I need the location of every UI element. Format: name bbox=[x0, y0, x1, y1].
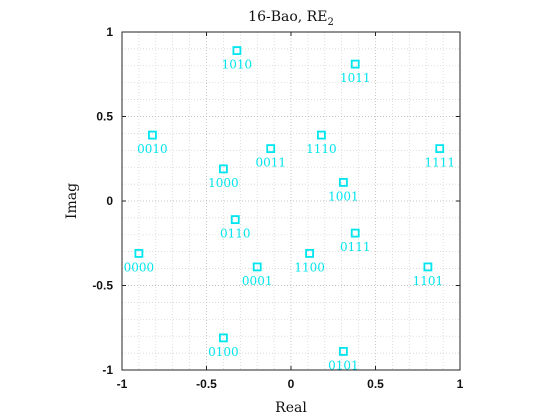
point-label: 1001 bbox=[328, 189, 359, 203]
constellation-point bbox=[218, 333, 228, 343]
y-tick-labels: -1 -0.5 0 0.5 1 bbox=[92, 25, 113, 377]
point-label: 0100 bbox=[208, 345, 239, 359]
y-tick-label: -0.5 bbox=[92, 279, 113, 293]
x-tick-labels: -1 -0.5 0 0.5 1 bbox=[117, 377, 464, 391]
y-tick-label: 0 bbox=[106, 194, 113, 208]
point-label: 0001 bbox=[242, 274, 273, 288]
constellation-point bbox=[338, 347, 348, 356]
point-label: 0011 bbox=[255, 156, 286, 170]
chart-title-subscript: 2 bbox=[327, 17, 333, 28]
x-tick-label: -1 bbox=[117, 377, 128, 391]
constellation-point bbox=[252, 262, 262, 272]
constellation-point bbox=[305, 248, 314, 258]
constellation-point bbox=[435, 144, 445, 154]
y-axis-label: Imag bbox=[64, 183, 80, 219]
chart-title-main: 16-Bao, RE bbox=[248, 9, 327, 25]
plot-area: 1010 1011 0010 1110 0011 1111 1000 1001 0110 0111… bbox=[121, 31, 461, 372]
point-label: 1110 bbox=[306, 142, 337, 156]
x-tick-label: 0.5 bbox=[367, 377, 384, 391]
constellation-point bbox=[232, 46, 242, 55]
point-label: 1111 bbox=[424, 156, 455, 170]
constellation-point bbox=[423, 262, 433, 272]
point-label: 0110 bbox=[220, 227, 251, 241]
grid bbox=[122, 32, 460, 370]
point-label: 1000 bbox=[208, 176, 239, 190]
data-points: 1010 1011 0010 1110 0011 1111 1000 1001 0110 0111… bbox=[124, 46, 455, 372]
x-axis-label: Real bbox=[275, 400, 307, 416]
y-tick-label: 1 bbox=[106, 25, 113, 39]
constellation-point bbox=[134, 248, 144, 258]
point-label: 1100 bbox=[294, 260, 325, 274]
y-tick-label: -1 bbox=[102, 363, 113, 377]
x-tick-label: 1 bbox=[457, 377, 464, 391]
ticks bbox=[121, 31, 461, 371]
constellation-point bbox=[350, 59, 360, 69]
y-tick-label: 0.5 bbox=[96, 110, 113, 124]
point-label: 0000 bbox=[124, 260, 155, 274]
point-label: 1101 bbox=[413, 274, 444, 288]
constellation-point bbox=[218, 164, 228, 174]
constellation-point bbox=[266, 144, 276, 154]
x-tick-label: 0 bbox=[288, 377, 295, 391]
constellation-point bbox=[350, 228, 360, 238]
chart-title: 16-Bao, RE2 bbox=[248, 9, 334, 28]
constellation-point bbox=[148, 130, 157, 140]
constellation-point bbox=[338, 178, 348, 187]
point-label: 1010 bbox=[222, 58, 253, 72]
point-label: 1011 bbox=[340, 71, 371, 85]
constellation-point bbox=[230, 215, 240, 224]
constellation-point bbox=[317, 130, 326, 140]
point-label: 0111 bbox=[340, 240, 371, 254]
x-tick-label: -0.5 bbox=[196, 377, 217, 391]
point-label: 0010 bbox=[137, 142, 168, 156]
point-label: 0101 bbox=[328, 358, 359, 372]
